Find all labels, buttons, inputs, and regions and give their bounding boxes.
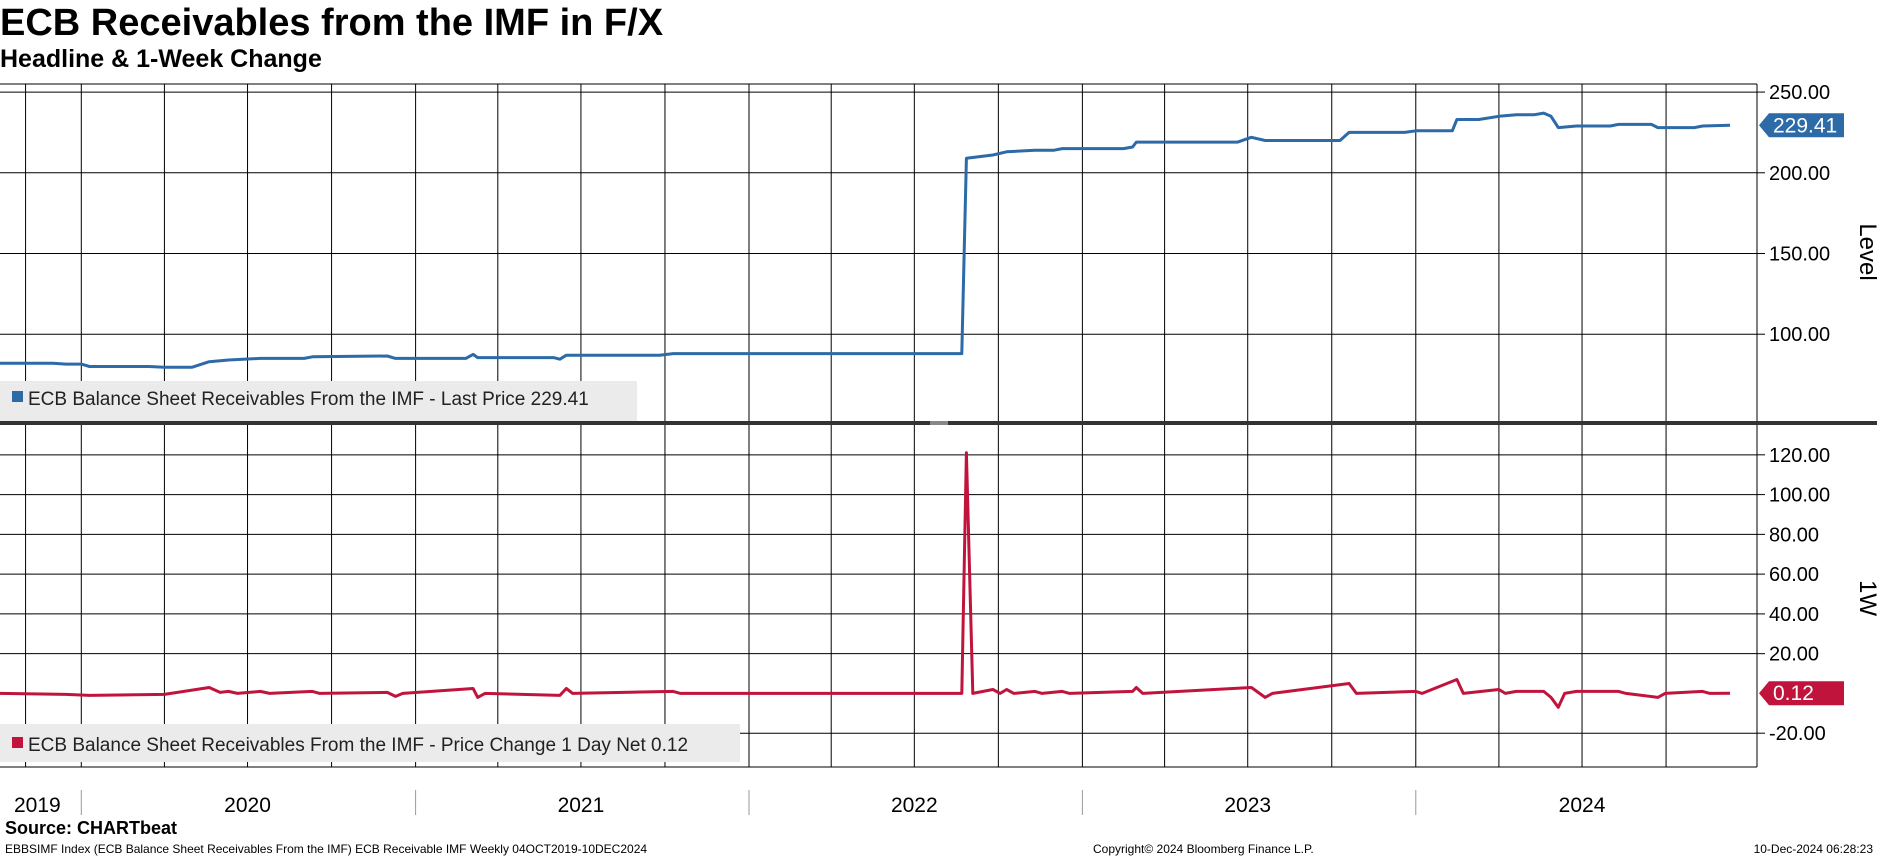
x-tick-label: 2023 xyxy=(1224,794,1271,817)
source-note: Source: CHARTbeat xyxy=(5,818,178,838)
change-y-ticks: 120.00 100.00 80.00 60.00 40.00 20.00 -20.00 xyxy=(1757,445,1830,745)
change-y-tick-label: 100.00 xyxy=(1769,485,1830,507)
change-series-line xyxy=(0,451,1731,709)
level-legend-label: ECB Balance Sheet Receivables From the I… xyxy=(28,389,589,410)
change-legend-label: ECB Balance Sheet Receivables From the I… xyxy=(28,735,688,756)
change-y-tick-label: 40.00 xyxy=(1769,604,1819,626)
change-grid xyxy=(0,425,1757,767)
change-last-value-tag: 0.12 xyxy=(1759,681,1844,706)
x-axis: 2019 2020 2021 2022 2023 2024 xyxy=(0,766,1757,817)
level-series-line xyxy=(0,111,1731,369)
change-legend: ECB Balance Sheet Receivables From the I… xyxy=(0,724,740,762)
change-last-value-text: 0.12 xyxy=(1773,682,1814,705)
x-tick-label: 2020 xyxy=(224,794,271,817)
chart-title: ECB Receivables from the IMF in F/X xyxy=(0,2,664,44)
level-y-axis-label: Level xyxy=(1854,223,1877,280)
level-legend: ECB Balance Sheet Receivables From the I… xyxy=(0,381,637,421)
level-legend-box xyxy=(0,381,637,421)
x-tick-label: 2024 xyxy=(1559,794,1606,817)
footer-timestamp: 10-Dec-2024 06:28:23 xyxy=(1753,842,1873,856)
change-legend-swatch xyxy=(12,737,23,748)
footer-ticker-description: EBBSIMF Index (ECB Balance Sheet Receiva… xyxy=(5,842,648,856)
level-y-tick-label: 200.00 xyxy=(1769,163,1830,185)
change-panel: 120.00 100.00 80.00 60.00 40.00 20.00 -20.00 1… xyxy=(0,425,1877,767)
level-last-value-tag: 229.41 xyxy=(1759,113,1844,138)
x-tick-label: 2021 xyxy=(558,794,605,817)
level-last-value-text: 229.41 xyxy=(1773,114,1837,137)
footer-copyright: Copyright© 2024 Bloomberg Finance L.P. xyxy=(1093,842,1314,856)
change-y-axis-label: 1W xyxy=(1854,580,1877,616)
panel-separator-handle xyxy=(930,421,948,425)
change-legend-box xyxy=(0,724,740,762)
change-last-value-tag-shape xyxy=(1759,681,1844,706)
change-y-tick-label: 20.00 xyxy=(1769,644,1819,666)
level-y-tick-label: 100.00 xyxy=(1769,324,1830,346)
x-tick-label: 2022 xyxy=(891,794,938,817)
chart-subtitle: Headline & 1-Week Change xyxy=(0,45,322,73)
level-y-ticks: 250.00 200.00 150.00 100.00 xyxy=(1757,82,1830,346)
x-tick-label: 2019 xyxy=(14,794,61,817)
change-y-tick-label: 80.00 xyxy=(1769,524,1819,546)
change-y-tick-label: -20.00 xyxy=(1769,723,1826,745)
change-y-tick-label: 60.00 xyxy=(1769,564,1819,586)
level-last-value-tag-shape xyxy=(1759,113,1844,138)
level-panel: 250.00 200.00 150.00 100.00 Level 229.41 EC… xyxy=(0,82,1877,423)
level-legend-swatch xyxy=(12,391,23,402)
level-y-tick-label: 250.00 xyxy=(1769,82,1830,104)
change-y-tick-label: 120.00 xyxy=(1769,445,1830,467)
level-y-tick-label: 150.00 xyxy=(1769,244,1830,266)
level-grid xyxy=(0,84,1757,423)
